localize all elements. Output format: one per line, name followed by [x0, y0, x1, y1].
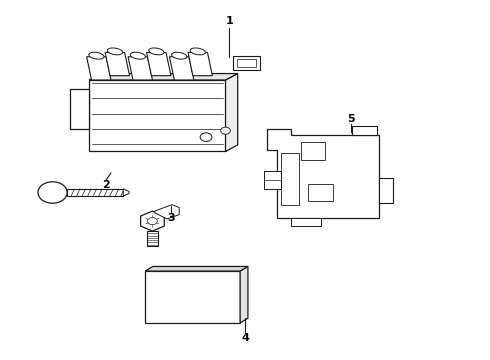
- Polygon shape: [89, 80, 225, 152]
- Polygon shape: [89, 73, 238, 80]
- Polygon shape: [281, 153, 298, 205]
- Polygon shape: [147, 231, 158, 246]
- Text: 4: 4: [241, 333, 249, 343]
- Polygon shape: [267, 129, 379, 217]
- Polygon shape: [145, 266, 248, 271]
- Ellipse shape: [190, 48, 205, 55]
- Polygon shape: [44, 187, 61, 198]
- Polygon shape: [70, 89, 89, 129]
- Polygon shape: [155, 204, 179, 219]
- Polygon shape: [188, 53, 212, 76]
- Polygon shape: [170, 57, 194, 80]
- Circle shape: [38, 182, 67, 203]
- Ellipse shape: [130, 52, 146, 59]
- Circle shape: [200, 133, 212, 141]
- Polygon shape: [128, 57, 152, 80]
- Polygon shape: [240, 266, 248, 323]
- Polygon shape: [225, 73, 238, 152]
- Polygon shape: [87, 57, 111, 80]
- Circle shape: [147, 217, 157, 225]
- Polygon shape: [105, 53, 129, 76]
- Polygon shape: [379, 178, 392, 203]
- Polygon shape: [145, 271, 240, 323]
- Polygon shape: [123, 189, 129, 196]
- Ellipse shape: [89, 52, 104, 59]
- Polygon shape: [141, 211, 164, 231]
- Polygon shape: [147, 53, 171, 76]
- Text: 5: 5: [347, 113, 355, 123]
- Text: 2: 2: [102, 180, 110, 190]
- Polygon shape: [67, 189, 123, 196]
- Polygon shape: [308, 184, 333, 202]
- Text: 1: 1: [225, 16, 233, 26]
- Bar: [237, 59, 256, 67]
- Ellipse shape: [172, 52, 187, 59]
- Circle shape: [220, 127, 230, 134]
- Ellipse shape: [148, 48, 164, 55]
- Polygon shape: [301, 143, 325, 160]
- Polygon shape: [233, 57, 260, 70]
- Polygon shape: [265, 171, 281, 189]
- Ellipse shape: [107, 48, 122, 55]
- Text: 3: 3: [167, 212, 175, 222]
- Polygon shape: [352, 126, 376, 135]
- Polygon shape: [291, 217, 320, 226]
